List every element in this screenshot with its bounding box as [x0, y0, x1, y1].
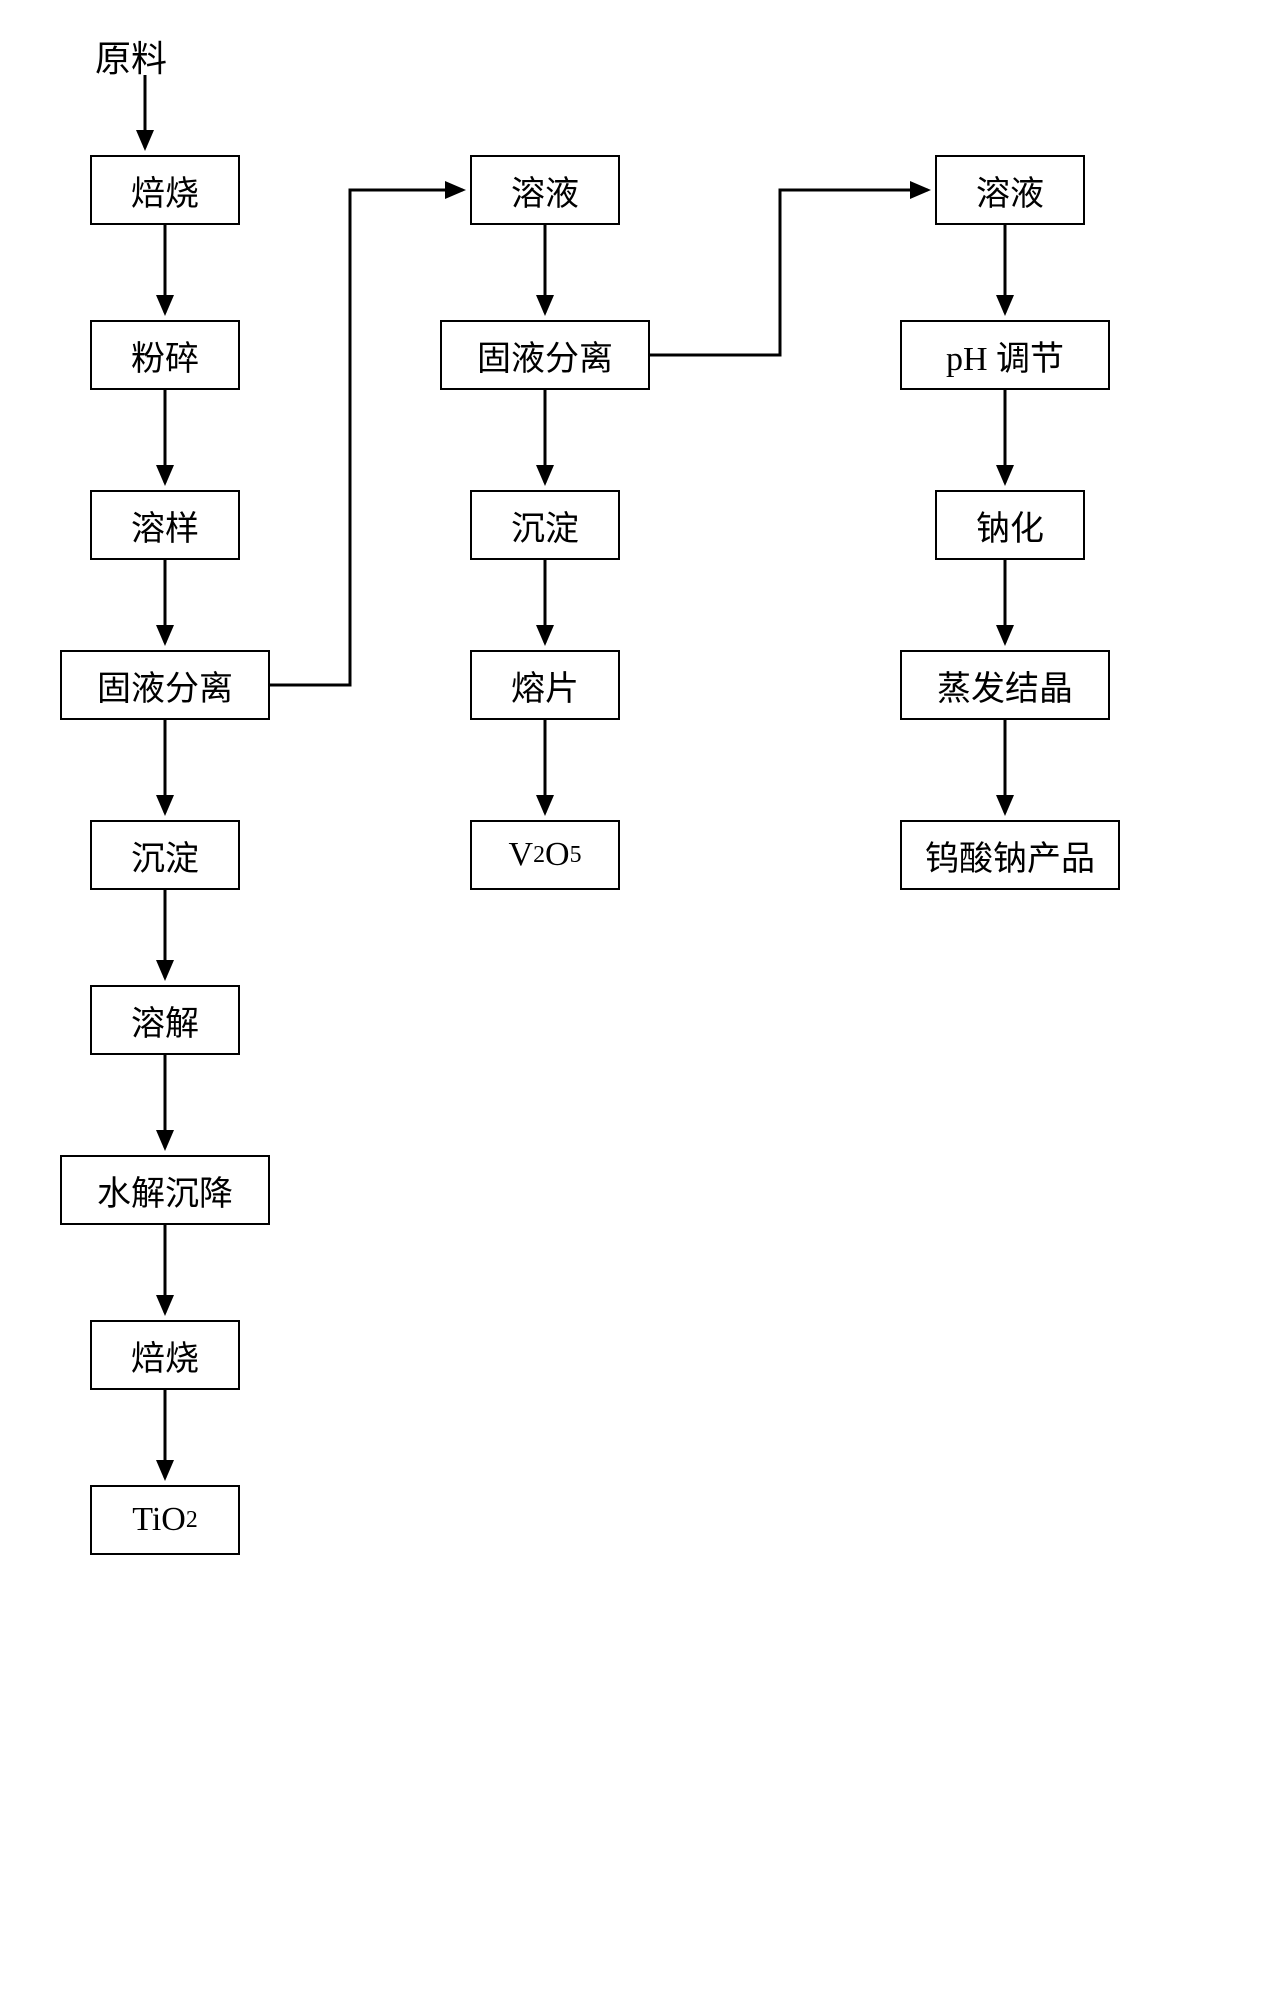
node-v2o5: V2O5	[470, 820, 620, 890]
node-tungstate: 钨酸钠产品	[900, 820, 1120, 890]
node-evap-cryst: 蒸发结晶	[900, 650, 1110, 720]
raw-material-label: 原料	[95, 30, 167, 82]
node-solution2: 溶液	[935, 155, 1085, 225]
node-precipitation1: 沉淀	[90, 820, 240, 890]
node-hydrolysis: 水解沉降	[60, 1155, 270, 1225]
node-precipitation2: 沉淀	[470, 490, 620, 560]
node-solid-liquid-sep2: 固液分离	[440, 320, 650, 390]
node-dissolving: 溶解	[90, 985, 240, 1055]
node-roasting1: 焙烧	[90, 155, 240, 225]
node-ph-adjust: pH 调节	[900, 320, 1110, 390]
node-tio2: TiO2	[90, 1485, 240, 1555]
node-roasting2: 焙烧	[90, 1320, 240, 1390]
node-sodification: 钠化	[935, 490, 1085, 560]
node-solid-liquid-sep1: 固液分离	[60, 650, 270, 720]
node-melting: 熔片	[470, 650, 620, 720]
node-solution1: 溶液	[470, 155, 620, 225]
node-crushing: 粉碎	[90, 320, 240, 390]
node-dissolving-sample: 溶样	[90, 490, 240, 560]
